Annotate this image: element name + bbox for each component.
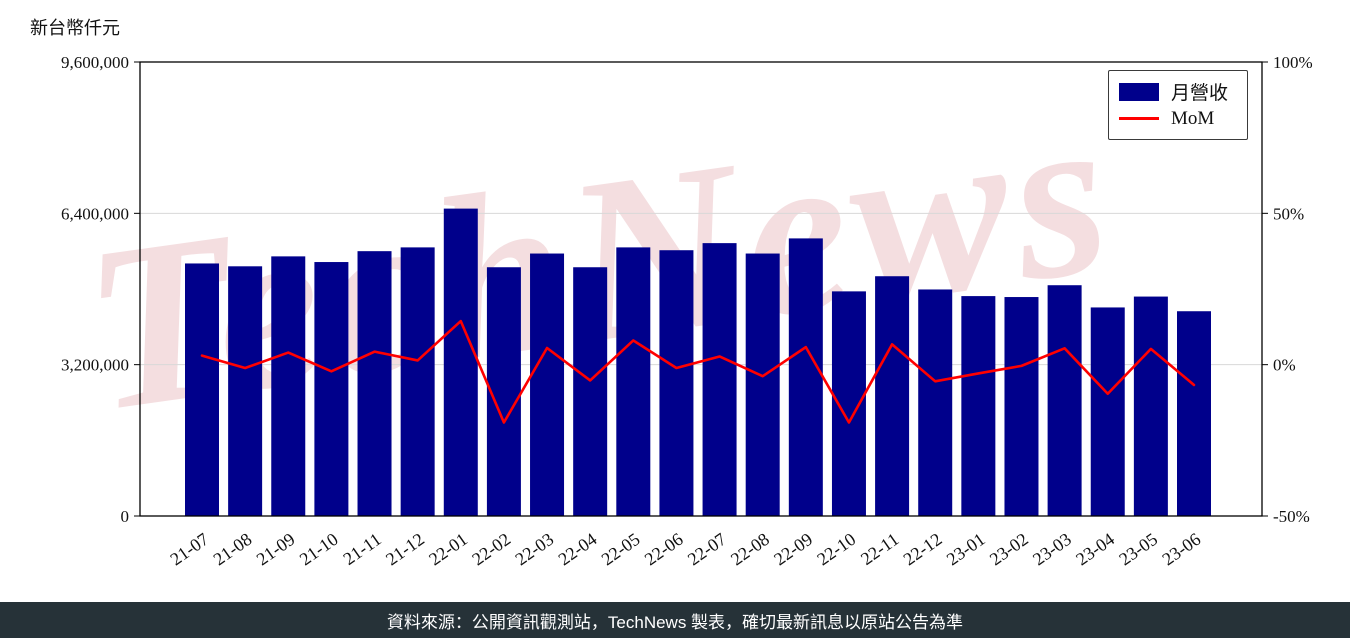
legend-label-mom: MoM [1171,107,1215,129]
revenue-bar [185,263,219,516]
revenue-bar [1133,296,1168,516]
mom-line-swatch-icon [1119,117,1159,120]
revenue-bar [745,253,780,516]
revenue-bar [486,267,521,516]
revenue-bar [616,247,651,516]
revenue-bar [918,289,953,516]
revenue-bar [702,243,737,517]
legend-item-revenue: 月營收 [1119,78,1237,105]
revenue-bar [1177,311,1211,516]
x-axis-tick-label: 22-06 [641,529,687,569]
left-axis-tick-label: 0 [121,507,130,526]
revenue-bar [228,266,263,516]
chart-svg: 0 3,200,000 6,400,000 9,600,000 -50% 0% 50% 100… [61,53,1313,569]
x-axis-tick-label: 22-09 [770,529,816,569]
footer-source-note: 資料來源：公開資訊觀測站，TechNews 製表，確切最新訊息以原站公告為準 [0,602,1350,638]
revenue-bar [573,267,608,516]
x-axis-tick-label: 23-03 [1029,529,1075,569]
mom-line [200,319,1196,424]
revenue-bar-swatch-icon [1119,82,1159,101]
revenue-bar [530,253,565,516]
x-axis-tick-label: 22-07 [684,529,730,569]
x-axis-tick-label: 21-09 [253,529,299,569]
plot-frame [139,61,1263,517]
x-axis-tick-label: 22-01 [425,529,471,569]
x-axis-tick-label: 22-12 [900,529,946,569]
x-axis-tick-label: 23-02 [986,529,1032,569]
revenue-bar [1004,297,1039,516]
revenue-bar [659,250,694,517]
right-axis-tick-label: -50% [1273,507,1310,526]
x-axis-tick-label: 21-11 [339,529,384,569]
revenue-bar [1090,307,1125,516]
left-axis-tick-label: 3,200,000 [61,356,129,375]
right-axis-tick-label: 100% [1273,53,1313,72]
revenue-bar [314,262,349,516]
x-axis-tick-label: 22-10 [813,529,859,569]
legend-label-revenue: 月營收 [1171,83,1229,104]
right-axis-tick-label: 0% [1273,356,1296,375]
revenue-bar [1047,285,1082,516]
revenue-bar [271,256,306,516]
x-axis-tick-label: 23-04 [1072,529,1118,569]
x-axis-tick-label: 22-05 [598,529,644,569]
x-axis-tick-label: 23-01 [943,529,989,569]
x-axis-tick-label: 22-03 [511,529,557,569]
right-axis-tick-label: 50% [1273,204,1304,223]
revenue-bar [961,296,996,516]
revenue-bar [875,276,910,516]
revenue-bar [357,251,392,516]
left-axis-tick-label: 9,600,000 [61,53,129,72]
left-axis-tick-label: 6,400,000 [61,204,129,223]
revenue-bar [443,208,478,516]
revenue-bar [788,238,823,516]
x-axis-tick-label: 22-11 [857,529,902,569]
x-axis-tick-label: 21-07 [166,529,212,569]
x-axis-tick-label: 21-08 [210,529,256,569]
x-axis-tick-label: 21-12 [382,529,428,569]
x-axis-tick-label: 22-08 [727,529,773,569]
legend-item-mom: MoM [1119,105,1237,132]
x-axis-tick-label: 22-04 [555,529,601,569]
x-axis-tick-label: 23-06 [1158,529,1204,569]
x-axis-tick-label: 23-05 [1115,529,1161,569]
x-axis-tick-label: 21-10 [296,529,342,569]
y-axis-title: 新台幣仟元 [30,18,120,38]
x-axis-tick-label: 22-02 [468,529,514,569]
legend: 月營收 MoM [1108,70,1248,140]
revenue-bar [400,247,435,516]
